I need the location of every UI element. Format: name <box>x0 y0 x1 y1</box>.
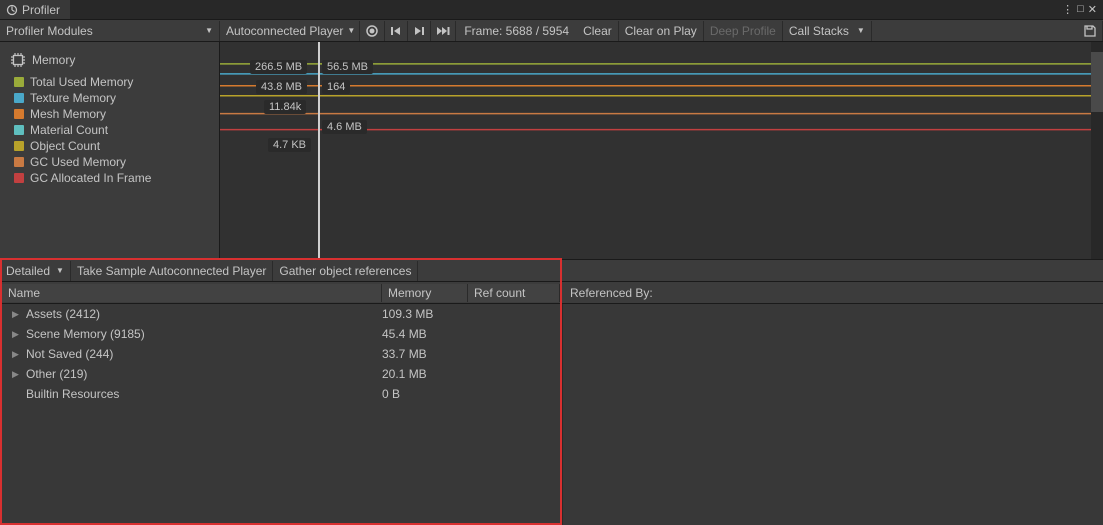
memory-tree-pane: Name Memory Ref count ▶Assets (2412)109.… <box>0 258 562 525</box>
legend-swatch <box>14 125 24 135</box>
tree-row[interactable]: ▶Other (219)20.1 MB <box>2 364 560 384</box>
connection-label: Autoconnected Player <box>226 24 343 38</box>
referenced-by-header: Referenced By: <box>562 282 1103 304</box>
context-menu-button[interactable] <box>1078 21 1103 41</box>
legend-label: Total Used Memory <box>30 75 133 89</box>
legend-item[interactable]: Total Used Memory <box>0 74 219 90</box>
chart-value-label: 11.84k <box>264 100 306 114</box>
save-icon <box>1083 24 1097 38</box>
clear-on-play-button[interactable]: Clear on Play <box>619 21 704 41</box>
chart-scrollbar[interactable] <box>1091 42 1103 259</box>
profiler-toolbar: Profiler Modules ▼ Autoconnected Player … <box>0 20 1103 42</box>
expand-caret-icon[interactable]: ▶ <box>12 369 22 380</box>
legend-item[interactable]: Texture Memory <box>0 90 219 106</box>
referenced-by-body <box>562 304 1103 525</box>
legend-swatch <box>14 77 24 87</box>
next-frame-icon <box>413 25 425 37</box>
chart-value-label: 56.5 MB <box>322 60 373 74</box>
module-sidebar: Memory Total Used Memory Texture Memory Me… <box>0 42 220 259</box>
clear-button[interactable]: Clear <box>577 21 619 41</box>
memory-module-header[interactable]: Memory <box>0 46 219 74</box>
col-header-name[interactable]: Name <box>2 284 382 302</box>
legend-item[interactable]: GC Used Memory <box>0 154 219 170</box>
last-frame-icon <box>436 25 450 37</box>
chart-playhead[interactable] <box>318 42 320 259</box>
legend-label: Object Count <box>30 139 100 153</box>
legend-item[interactable]: GC Allocated In Frame <box>0 170 219 186</box>
tree-row[interactable]: ▶Assets (2412)109.3 MB <box>2 304 560 324</box>
legend-label: GC Allocated In Frame <box>30 171 151 185</box>
chart-value-label: 164 <box>322 80 350 94</box>
chart-value-label: 266.5 MB <box>250 60 307 74</box>
chart-value-label: 4.7 KB <box>268 138 311 152</box>
tree-row-memory: 20.1 MB <box>382 367 472 381</box>
frame-prev-button[interactable] <box>385 21 408 41</box>
chevron-down-icon: ▼ <box>205 26 213 35</box>
tree-row-memory: 109.3 MB <box>382 307 472 321</box>
chevron-down-icon: ▼ <box>347 26 355 35</box>
referenced-by-pane: Referenced By: <box>562 282 1103 525</box>
legend-item[interactable]: Material Count <box>0 122 219 138</box>
legend-item[interactable]: Object Count <box>0 138 219 154</box>
tree-row-label: Scene Memory (9185) <box>22 327 382 341</box>
tree-row-label: Not Saved (244) <box>22 347 382 361</box>
detail-panes: Name Memory Ref count ▶Assets (2412)109.… <box>0 282 1103 525</box>
modules-label: Profiler Modules <box>6 24 93 38</box>
legend-swatch <box>14 109 24 119</box>
profiler-tab[interactable]: Profiler <box>0 0 71 19</box>
call-stacks-dropdown[interactable]: Call Stacks ▼ <box>783 21 872 41</box>
legend-swatch <box>14 173 24 183</box>
tree-row[interactable]: ▶Scene Memory (9185)45.4 MB <box>2 324 560 344</box>
tree-row-memory: 45.4 MB <box>382 327 472 341</box>
expand-caret-icon[interactable]: ▶ <box>12 349 22 360</box>
legend-item[interactable]: Mesh Memory <box>0 106 219 122</box>
window-maximize-icon[interactable]: □ <box>1077 3 1084 16</box>
window-menu-icon[interactable]: ⋮ <box>1062 3 1073 16</box>
chevron-down-icon: ▼ <box>857 26 865 35</box>
profiler-icon <box>6 4 18 16</box>
module-title: Memory <box>32 53 75 67</box>
expand-caret-icon[interactable]: ▶ <box>12 329 22 340</box>
legend-list: Total Used Memory Texture Memory Mesh Memo… <box>0 74 219 186</box>
chart-value-label: 43.8 MB <box>256 80 307 94</box>
chart-area: Memory Total Used Memory Texture Memory Me… <box>0 42 1103 260</box>
record-icon <box>365 24 379 38</box>
record-button[interactable] <box>360 21 385 41</box>
tree-column-headers: Name Memory Ref count <box>2 282 560 304</box>
tree-row[interactable]: Builtin Resources0 B <box>2 384 560 404</box>
legend-swatch <box>14 141 24 151</box>
window-close-icon[interactable]: ✕ <box>1088 3 1097 16</box>
expand-caret-icon[interactable]: ▶ <box>12 309 22 320</box>
tree-row-memory: 0 B <box>382 387 472 401</box>
prev-frame-icon <box>390 25 402 37</box>
frame-next-button[interactable] <box>408 21 431 41</box>
frame-indicator: Frame: 5688 / 5954 <box>456 24 577 38</box>
legend-label: Texture Memory <box>30 91 116 105</box>
memory-tree: ▶Assets (2412)109.3 MB▶Scene Memory (918… <box>2 304 560 523</box>
tree-row[interactable]: ▶Not Saved (244)33.7 MB <box>2 344 560 364</box>
memory-chip-icon <box>10 52 26 68</box>
legend-label: Mesh Memory <box>30 107 106 121</box>
tree-row-label: Builtin Resources <box>22 387 382 401</box>
connection-dropdown[interactable]: Autoconnected Player ▼ <box>220 21 360 41</box>
profiler-modules-dropdown[interactable]: Profiler Modules ▼ <box>0 21 220 41</box>
chart-canvas <box>220 42 1103 259</box>
legend-label: GC Used Memory <box>30 155 126 169</box>
col-header-memory[interactable]: Memory <box>382 284 468 302</box>
col-header-refcount[interactable]: Ref count <box>468 284 560 302</box>
window-controls: ⋮ □ ✕ <box>1062 3 1103 16</box>
chart-value-label: 4.6 MB <box>322 120 367 134</box>
legend-swatch <box>14 157 24 167</box>
window-tab-bar: Profiler ⋮ □ ✕ <box>0 0 1103 20</box>
tab-title: Profiler <box>22 3 60 17</box>
legend-label: Material Count <box>30 123 108 137</box>
tree-row-label: Assets (2412) <box>22 307 382 321</box>
tree-row-label: Other (219) <box>22 367 382 381</box>
memory-chart[interactable]: 266.5 MB 43.8 MB 11.84k 4.7 KB 56.5 MB 164 4.6… <box>220 42 1103 259</box>
current-frame-button[interactable] <box>431 21 456 41</box>
tree-row-memory: 33.7 MB <box>382 347 472 361</box>
legend-swatch <box>14 93 24 103</box>
scrollbar-thumb[interactable] <box>1091 52 1103 112</box>
deep-profile-button[interactable]: Deep Profile <box>704 21 783 41</box>
